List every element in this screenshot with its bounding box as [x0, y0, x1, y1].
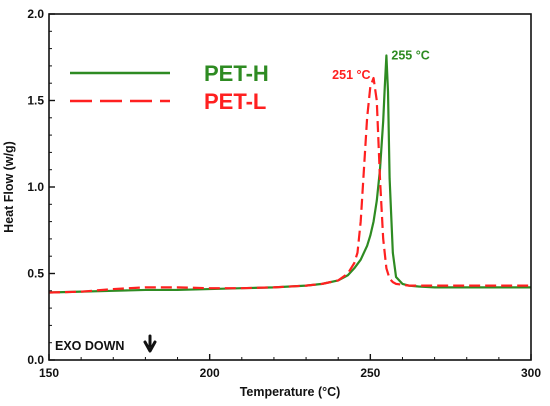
y-tick-label: 0.0	[27, 353, 44, 367]
x-tick-label: 300	[521, 366, 541, 380]
legend-label-pet-l: PET-L	[204, 89, 266, 114]
legend-label-pet-h: PET-H	[204, 61, 269, 86]
down-arrow-icon	[143, 334, 157, 353]
x-tick-label: 250	[360, 366, 380, 380]
labels-layer: 150 200 250 300 0.0 0.5 1.0 1.5 2.0 Temperature (…	[2, 7, 541, 399]
ticks-layer	[48, 13, 532, 361]
y-tick-label: 2.0	[27, 7, 44, 21]
peak-label-pet-h: 255 °C	[391, 49, 429, 63]
x-tick-label: 150	[39, 366, 59, 380]
exo-down-label: EXO DOWN	[55, 339, 124, 353]
series-layer	[48, 54, 531, 294]
peak-label-pet-l: 251 °C	[332, 68, 370, 82]
x-axis-title: Temperature (°C)	[240, 385, 341, 399]
y-tick-label: 0.5	[27, 267, 44, 281]
y-axis-title: Heat Flow (w/g)	[2, 141, 16, 233]
x-tick-label: 200	[200, 366, 220, 380]
legend: PET-H PET-L	[70, 61, 269, 114]
series-line-pet-l	[48, 76, 531, 294]
plot-frame	[48, 13, 532, 361]
y-tick-label: 1.5	[27, 94, 44, 108]
annotations: 255 °C 251 °C EXO DOWN	[55, 49, 430, 353]
y-tick-label: 1.0	[27, 180, 44, 194]
series-line-pet-h	[48, 54, 531, 294]
